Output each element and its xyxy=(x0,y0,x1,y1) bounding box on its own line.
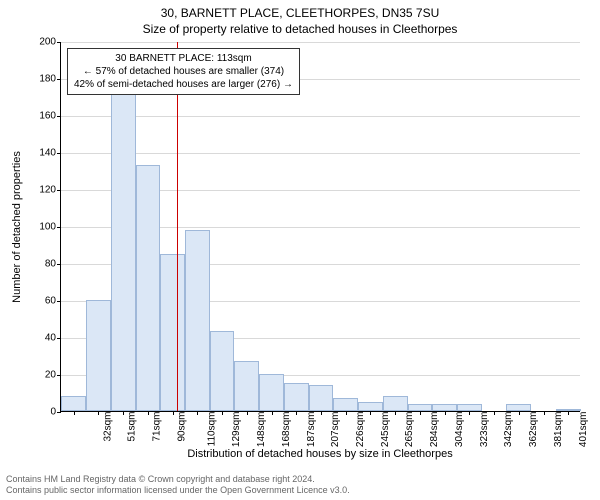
xtick-mark xyxy=(222,411,223,415)
xtick-label: 226sqm xyxy=(355,412,366,448)
xtick-label: 245sqm xyxy=(380,412,391,448)
xtick-label: 323sqm xyxy=(479,412,490,448)
xtick-mark xyxy=(148,411,149,415)
ytick-mark xyxy=(57,42,61,43)
histogram-bar xyxy=(358,402,383,411)
ytick-label: 60 xyxy=(26,296,56,307)
gridline xyxy=(61,153,580,154)
histogram-bar xyxy=(333,398,358,411)
plot-wrap: 02040608010012014016018020032sqm51sqm71s… xyxy=(60,42,580,412)
xtick-mark xyxy=(74,411,75,415)
xtick-mark xyxy=(420,411,421,415)
ytick-mark xyxy=(57,116,61,117)
xtick-mark xyxy=(370,411,371,415)
footer-line1: Contains HM Land Registry data © Crown c… xyxy=(6,474,350,485)
ytick-label: 160 xyxy=(26,111,56,122)
histogram-bar xyxy=(408,404,433,411)
info-box: 30 BARNETT PLACE: 113sqm← 57% of detache… xyxy=(67,48,300,95)
xtick-mark xyxy=(395,411,396,415)
xtick-label: 148sqm xyxy=(256,412,267,448)
ytick-mark xyxy=(57,264,61,265)
xtick-mark xyxy=(247,411,248,415)
xtick-label: 207sqm xyxy=(330,412,341,448)
xtick-label: 401sqm xyxy=(578,412,589,448)
histogram-bar xyxy=(259,374,284,411)
footer-attribution: Contains HM Land Registry data © Crown c… xyxy=(6,474,350,497)
ytick-label: 40 xyxy=(26,333,56,344)
chart-title-address: 30, BARNETT PLACE, CLEETHORPES, DN35 7SU xyxy=(0,0,600,22)
histogram-bar xyxy=(136,165,161,411)
gridline xyxy=(61,116,580,117)
info-line3: 42% of semi-detached houses are larger (… xyxy=(74,78,293,91)
xtick-label: 381sqm xyxy=(553,412,564,448)
reference-line xyxy=(177,42,178,411)
xtick-mark xyxy=(469,411,470,415)
y-axis-label: Number of detached properties xyxy=(10,42,24,412)
xtick-label: 342sqm xyxy=(503,412,514,448)
xtick-mark xyxy=(98,411,99,415)
xtick-label: 168sqm xyxy=(281,412,292,448)
histogram-bar xyxy=(383,396,408,411)
xtick-label: 71sqm xyxy=(152,412,163,442)
ytick-label: 200 xyxy=(26,37,56,48)
xtick-mark xyxy=(123,411,124,415)
ytick-mark xyxy=(57,338,61,339)
x-axis-label: Distribution of detached houses by size … xyxy=(60,448,580,460)
plot-area: 02040608010012014016018020032sqm51sqm71s… xyxy=(60,42,580,412)
xtick-label: 362sqm xyxy=(528,412,539,448)
histogram-bar xyxy=(309,385,334,411)
ytick-label: 100 xyxy=(26,222,56,233)
xtick-mark xyxy=(568,411,569,415)
xtick-mark xyxy=(445,411,446,415)
xtick-label: 187sqm xyxy=(306,412,317,448)
ytick-mark xyxy=(57,412,61,413)
xtick-label: 90sqm xyxy=(176,412,187,442)
histogram-bar xyxy=(86,300,111,411)
gridline xyxy=(61,42,580,43)
xtick-mark xyxy=(197,411,198,415)
xtick-mark xyxy=(544,411,545,415)
ytick-label: 80 xyxy=(26,259,56,270)
histogram-bar xyxy=(160,254,185,411)
chart-title-desc: Size of property relative to detached ho… xyxy=(0,22,600,38)
ytick-label: 180 xyxy=(26,74,56,85)
histogram-bar xyxy=(432,404,457,411)
xtick-label: 32sqm xyxy=(102,412,113,442)
ytick-mark xyxy=(57,301,61,302)
xtick-label: 284sqm xyxy=(429,412,440,448)
histogram-bar xyxy=(61,396,86,411)
info-line1: 30 BARNETT PLACE: 113sqm xyxy=(74,52,293,65)
xtick-label: 51sqm xyxy=(127,412,138,442)
xtick-mark xyxy=(173,411,174,415)
ytick-label: 20 xyxy=(26,370,56,381)
xtick-label: 304sqm xyxy=(454,412,465,448)
xtick-mark xyxy=(519,411,520,415)
ytick-mark xyxy=(57,190,61,191)
xtick-mark xyxy=(346,411,347,415)
xtick-label: 129sqm xyxy=(231,412,242,448)
ytick-label: 120 xyxy=(26,185,56,196)
histogram-bar xyxy=(210,331,235,411)
histogram-bar xyxy=(284,383,309,411)
histogram-bar xyxy=(457,404,482,411)
xtick-label: 265sqm xyxy=(405,412,416,448)
histogram-bar xyxy=(185,230,210,411)
histogram-bar xyxy=(111,74,136,411)
ytick-mark xyxy=(57,79,61,80)
histogram-bar xyxy=(234,361,259,411)
chart-container: 30, BARNETT PLACE, CLEETHORPES, DN35 7SU… xyxy=(0,0,600,500)
ytick-label: 0 xyxy=(26,407,56,418)
histogram-bar xyxy=(506,404,531,411)
ytick-label: 140 xyxy=(26,148,56,159)
footer-line2: Contains public sector information licen… xyxy=(6,485,350,496)
ytick-mark xyxy=(57,375,61,376)
ytick-mark xyxy=(57,227,61,228)
xtick-mark xyxy=(321,411,322,415)
xtick-label: 110sqm xyxy=(206,412,217,447)
xtick-mark xyxy=(296,411,297,415)
ytick-mark xyxy=(57,153,61,154)
xtick-mark xyxy=(272,411,273,415)
info-line2: ← 57% of detached houses are smaller (37… xyxy=(74,65,293,78)
xtick-mark xyxy=(494,411,495,415)
